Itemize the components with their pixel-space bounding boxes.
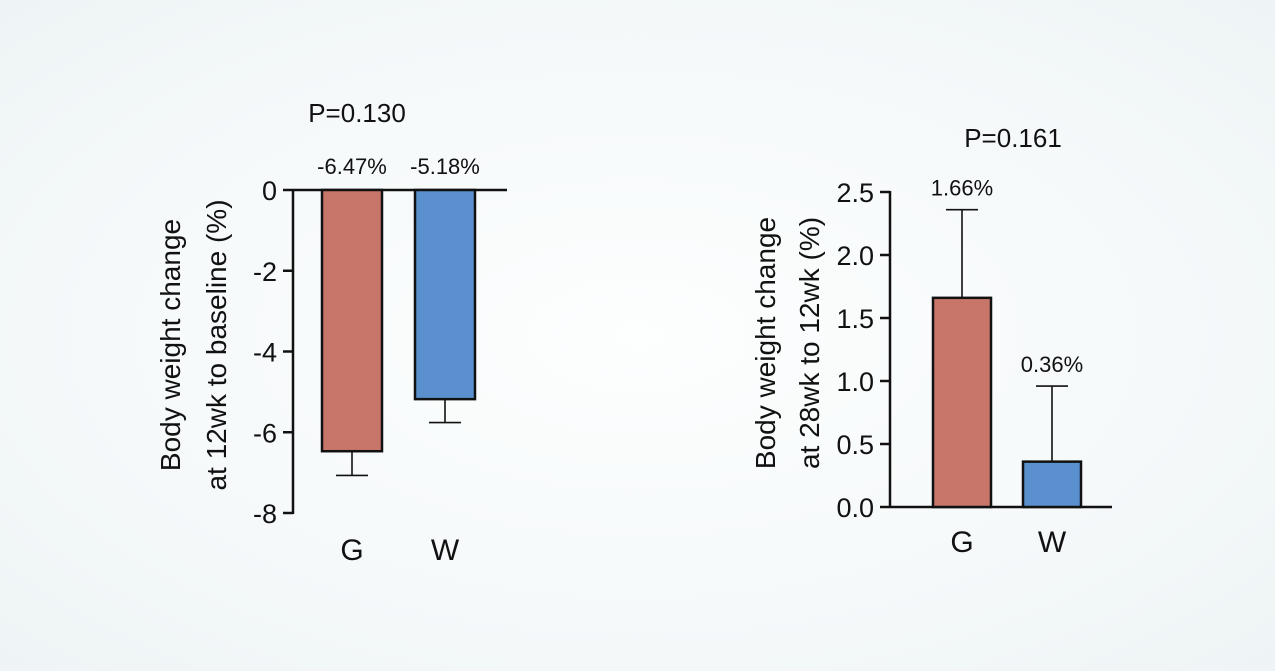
chart-left: P=0.130 Body weight change at 12wk to ba… bbox=[155, 98, 507, 567]
y-axis-label-line-2: at 12wk to baseline (%) bbox=[201, 199, 232, 490]
category-label: W bbox=[431, 534, 460, 567]
y-tick-label: 0.5 bbox=[836, 430, 874, 460]
y-tick-label: -8 bbox=[253, 499, 277, 529]
y-axis-label-line-1: Body weight change bbox=[155, 219, 186, 471]
data-label: 1.66% bbox=[931, 176, 993, 201]
y-tick-label: -4 bbox=[253, 338, 277, 368]
y-tick-label: 0.0 bbox=[836, 493, 874, 523]
bar-w bbox=[1021, 460, 1083, 509]
bar-w bbox=[413, 188, 477, 401]
category-label: G bbox=[340, 534, 363, 567]
y-axis-label: Body weight change at 28wk to 12wk (%) bbox=[750, 217, 825, 469]
y-axis-label-line-1: Body weight change bbox=[750, 217, 781, 469]
y-tick-label: 2.0 bbox=[836, 241, 874, 271]
p-value-annotation: P=0.130 bbox=[308, 98, 406, 128]
data-label: -6.47% bbox=[317, 154, 387, 179]
category-label: W bbox=[1038, 526, 1067, 559]
p-value-annotation: P=0.161 bbox=[964, 123, 1062, 153]
bar-g bbox=[931, 296, 993, 509]
y-axis-label: Body weight change at 12wk to baseline (… bbox=[155, 199, 232, 490]
data-label: 0.36% bbox=[1021, 352, 1083, 377]
bar-g bbox=[320, 188, 384, 453]
y-tick-label: 1.0 bbox=[836, 367, 874, 397]
data-label: -5.18% bbox=[410, 154, 480, 179]
y-tick-label: 0 bbox=[262, 176, 277, 206]
chart-right: P=0.161 Body weight change at 28wk to 12… bbox=[750, 123, 1112, 559]
y-tick-label: -2 bbox=[253, 257, 277, 287]
y-tick-label: -6 bbox=[253, 418, 277, 448]
y-tick-label: 2.5 bbox=[836, 178, 874, 208]
y-tick-label: 1.5 bbox=[836, 304, 874, 334]
category-label: G bbox=[950, 526, 973, 559]
y-axis-label-line-2: at 28wk to 12wk (%) bbox=[794, 217, 825, 469]
